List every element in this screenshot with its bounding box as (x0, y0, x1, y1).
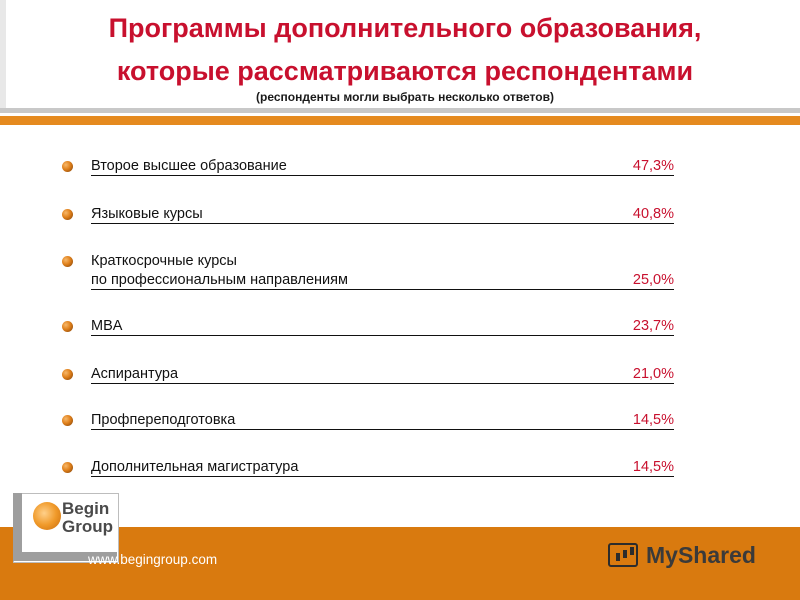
myshared-watermark-text: MyShared (646, 542, 756, 568)
list-item-label: Аспирантура (91, 365, 179, 383)
logo-text-line1: Begin (62, 499, 110, 518)
slide-title-line2: которые рассматриваются респондентами (116, 56, 694, 86)
orange-sphere-bullet-icon (62, 415, 73, 426)
list-item-label: по профессиональным направлениям (91, 271, 348, 289)
list-item: Языковые курсы 40,8% (62, 205, 674, 227)
list-item-value: 40,8% (632, 206, 674, 222)
orange-sphere-bullet-icon (62, 209, 73, 220)
header-divider-orange (0, 116, 800, 125)
orange-sphere-bullet-icon (62, 161, 73, 172)
orange-sphere-bullet-icon (62, 256, 73, 267)
list-item-row: Языковые курсы 40,8% (91, 205, 674, 224)
website-link[interactable]: www.begingroup.com (88, 552, 218, 567)
list-item-row: Аспирантура 21,0% (91, 365, 674, 384)
list-item-row: Дополнительная магистратура 14,5% (91, 458, 674, 477)
list-item-value: 21,0% (632, 366, 674, 382)
list-item: Краткосрочные курсы по профессиональным … (62, 251, 674, 293)
list-item: Второе высшее образование 47,3% (62, 157, 674, 179)
list-item: Профпереподготовка 14,5% (62, 411, 674, 433)
list-item-label: Второе высшее образование (91, 157, 287, 175)
list-item-value: 14,5% (632, 459, 674, 475)
list-item-row: Второе высшее образование 47,3% (91, 157, 674, 176)
list-item: Дополнительная магистратура 14,5% (62, 458, 674, 480)
list-item-label: Языковые курсы (91, 205, 203, 223)
list-item-row: по профессиональным направлениям 25,0% (91, 271, 674, 290)
list-item-value: 14,5% (632, 412, 674, 428)
logo-text: Begin Group (62, 500, 113, 536)
left-accent-bar (0, 0, 6, 110)
slide-title-line1: Программы дополнительного образования, (108, 13, 702, 43)
list-item-value: 47,3% (632, 158, 674, 174)
list-item-value: 23,7% (632, 318, 674, 334)
list-item-label: Профпереподготовка (91, 411, 236, 429)
orange-sphere-bullet-icon (62, 321, 73, 332)
list-item-value: 25,0% (632, 272, 674, 288)
list-item-label: MBA (91, 317, 123, 335)
myshared-chart-icon (608, 543, 638, 567)
list-item-row: MBA 23,7% (91, 317, 674, 336)
header-divider-grey (0, 108, 800, 113)
orange-sphere-bullet-icon (62, 462, 73, 473)
begin-group-logo-icon (33, 502, 61, 530)
list-item: MBA 23,7% (62, 317, 674, 339)
logo-frame-left (13, 493, 22, 561)
list-item-row: Профпереподготовка 14,5% (91, 411, 674, 430)
list-item: Аспирантура 21,0% (62, 365, 674, 387)
logo-text-line2: Group (62, 517, 113, 536)
list-item-label: Дополнительная магистратура (91, 458, 299, 476)
logo-frame-bottom (13, 552, 117, 561)
footer-band (0, 527, 800, 600)
orange-sphere-bullet-icon (62, 369, 73, 380)
slide-subtitle: (респонденты могли выбрать несколько отв… (256, 90, 554, 104)
list-item-label-line1: Краткосрочные курсы (91, 253, 237, 269)
logo-box (13, 493, 119, 563)
